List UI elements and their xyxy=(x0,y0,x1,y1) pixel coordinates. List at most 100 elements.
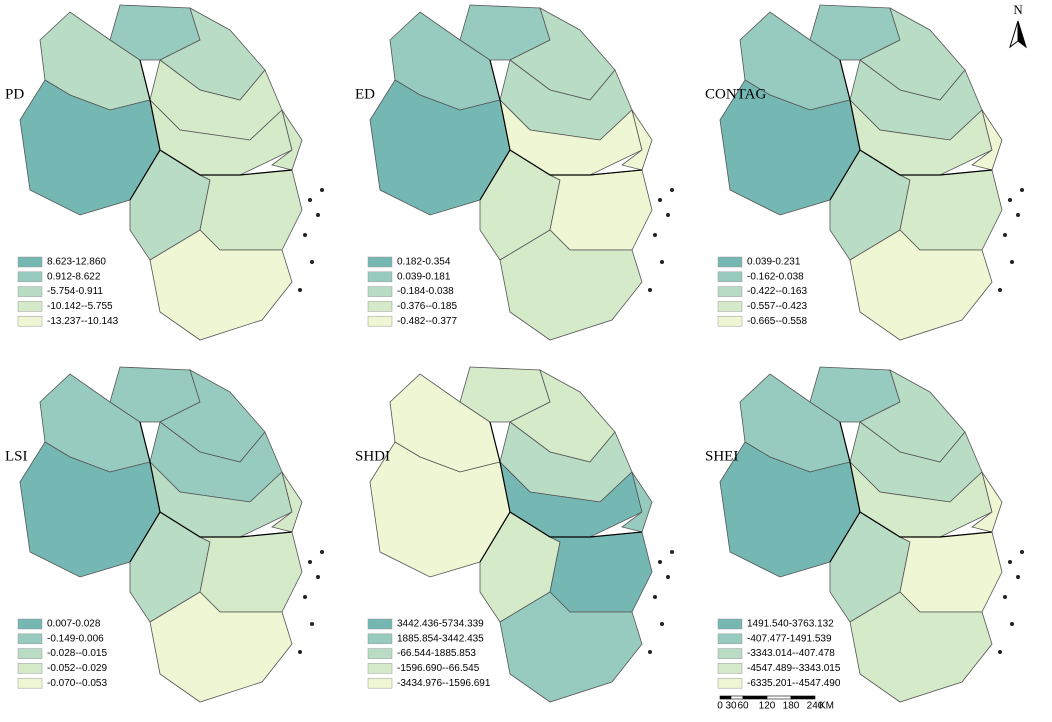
map-panel: ED 0.182-0.354 0.039-0.181 -0.184-0.038 -0.3… xyxy=(355,4,674,341)
legend-label: 0.182-0.354 xyxy=(397,257,451,268)
legend-swatch xyxy=(717,271,743,283)
island xyxy=(653,233,657,237)
legend-swatch xyxy=(717,633,743,645)
legend-label: -0.422--0.163 xyxy=(747,286,807,297)
scale-segment xyxy=(766,695,792,700)
province-border xyxy=(159,511,293,538)
island xyxy=(660,260,664,264)
island xyxy=(1010,622,1014,626)
legend-label: -0.184-0.038 xyxy=(397,286,454,297)
legend-swatch xyxy=(17,663,43,674)
legend-label: -0.028--0.015 xyxy=(47,648,107,659)
province-border xyxy=(509,511,643,538)
north-label: N xyxy=(1013,2,1023,17)
region xyxy=(621,471,653,533)
island xyxy=(316,575,320,579)
legend-swatch xyxy=(367,256,393,268)
map-panel: PD 8.623-12.860 0.912-8.622 -5.754-0.911 -10… xyxy=(5,4,324,341)
legend-label: -1596.690--66.545 xyxy=(397,663,480,674)
legend-label: 0.912-8.622 xyxy=(47,271,101,282)
region xyxy=(499,591,643,703)
legend-swatch xyxy=(367,618,393,630)
region xyxy=(899,169,1003,251)
scale-label: 240 xyxy=(807,701,824,712)
legend-label: -0.557--0.423 xyxy=(747,301,807,312)
island xyxy=(310,622,314,626)
scale-segment xyxy=(790,695,816,700)
island xyxy=(666,575,670,579)
legend-swatch xyxy=(717,677,743,689)
legend-swatch xyxy=(367,315,393,327)
island xyxy=(648,650,652,654)
region xyxy=(549,531,653,613)
map-panel: SHEI 1491.540-3763.132 -407.477-1491.539 -3… xyxy=(705,366,1024,703)
island xyxy=(1008,198,1012,202)
region xyxy=(499,229,643,341)
scale-segment xyxy=(730,695,744,700)
island xyxy=(658,560,662,564)
legend-swatch xyxy=(717,256,743,268)
island xyxy=(303,233,307,237)
legend-swatch xyxy=(17,301,43,312)
scale-unit: KM xyxy=(819,701,834,712)
legend-label: -0.665--0.558 xyxy=(747,316,807,327)
island xyxy=(1020,550,1024,554)
scale-label: 60 xyxy=(737,701,749,712)
legend-label: -13.237--10.143 xyxy=(47,316,119,327)
legend-label: -0.149-0.006 xyxy=(47,633,104,644)
map-panel: LSI 0.007-0.028 -0.149-0.006 -0.028--0.015 -… xyxy=(5,366,324,703)
island xyxy=(1016,575,1020,579)
legend-label: -6335.201--4547.490 xyxy=(747,678,841,689)
island xyxy=(308,198,312,202)
legend-label: 0.039-0.181 xyxy=(397,271,451,282)
legend-swatch xyxy=(17,256,43,268)
legend-swatch xyxy=(367,663,393,674)
legend-label: 1885.854-3442.435 xyxy=(397,633,484,644)
legend-label: -0.162-0.038 xyxy=(747,271,804,282)
island xyxy=(670,550,674,554)
province-border xyxy=(129,421,161,563)
scale-label: 120 xyxy=(759,701,776,712)
legend-label: -0.070--0.053 xyxy=(47,678,107,689)
region xyxy=(971,109,1003,171)
legend-label: -3434.976--1596.691 xyxy=(397,678,491,689)
legend-swatch xyxy=(717,618,743,630)
legend-label: 1491.540-3763.132 xyxy=(747,619,834,630)
island xyxy=(310,260,314,264)
legend-swatch xyxy=(367,271,393,283)
region xyxy=(199,169,303,251)
region xyxy=(271,471,303,533)
region xyxy=(621,109,653,171)
legend-label: -5.754-0.911 xyxy=(47,286,103,297)
island xyxy=(308,560,312,564)
region xyxy=(149,229,293,341)
province-border xyxy=(159,149,293,176)
region xyxy=(849,229,993,341)
region xyxy=(199,531,303,613)
legend-label: 0.039-0.231 xyxy=(747,257,801,268)
island xyxy=(1003,595,1007,599)
scale-label: 30 xyxy=(725,701,737,712)
scale-label: 180 xyxy=(783,701,800,712)
island xyxy=(658,198,662,202)
island xyxy=(320,188,324,192)
island xyxy=(316,213,320,217)
island xyxy=(1008,560,1012,564)
panel-title: SHDI xyxy=(355,448,390,464)
island xyxy=(1003,233,1007,237)
panel-title: SHEI xyxy=(705,448,738,464)
legend-swatch xyxy=(717,286,743,297)
legend-label: -0.376--0.185 xyxy=(397,301,457,312)
island xyxy=(320,550,324,554)
region xyxy=(899,531,1003,613)
scale-label: 0 xyxy=(717,701,723,712)
legend-swatch xyxy=(717,315,743,327)
legend-label: -0.482--0.377 xyxy=(397,316,457,327)
legend-swatch xyxy=(17,315,43,327)
map-panel: CONTAG 0.039-0.231 -0.162-0.038 -0.422--0.1… xyxy=(705,4,1024,341)
legend-swatch xyxy=(17,271,43,283)
legend-swatch xyxy=(17,618,43,630)
legend-label: -407.477-1491.539 xyxy=(747,633,832,644)
legend-swatch xyxy=(717,301,743,312)
region xyxy=(971,471,1003,533)
